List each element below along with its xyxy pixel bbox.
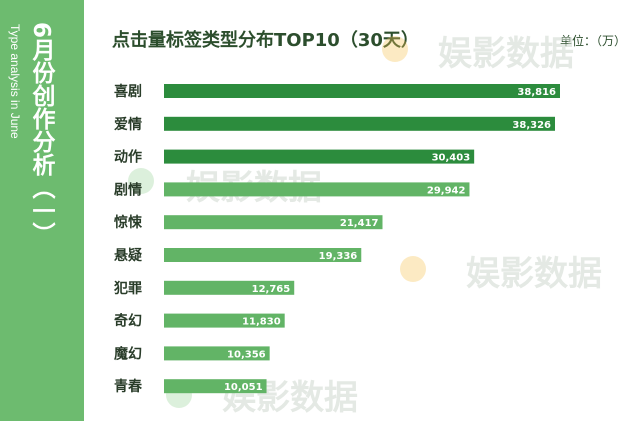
category-label: 青春	[114, 378, 143, 395]
category-label: 惊悚	[113, 214, 143, 231]
value-label: 21,417	[340, 218, 379, 229]
category-label: 犯罪	[113, 280, 142, 297]
bar	[164, 346, 270, 361]
bar	[164, 280, 295, 295]
bar	[164, 116, 556, 131]
sidebar: Type analysis in June 6月份创作分析（一）	[0, 0, 84, 421]
category-label: 悬疑	[113, 248, 142, 264]
unit-label: 单位：（万）	[559, 34, 626, 48]
value-label: 38,816	[517, 87, 556, 98]
value-label: 19,336	[319, 251, 358, 262]
chart-title: 点击量标签类型分布TOP10（30天）	[112, 30, 419, 51]
bar	[164, 248, 362, 262]
category-label: 剧情	[114, 181, 142, 198]
sidebar-title-en: Type analysis in June	[8, 24, 22, 139]
category-label: 动作	[114, 149, 142, 166]
sidebar-title-cn: 6月份创作分析（一）	[28, 22, 54, 246]
value-label: 11,830	[242, 317, 281, 328]
category-label: 爱情	[114, 116, 142, 133]
value-label: 30,403	[432, 153, 471, 164]
category-label: 魔幻	[114, 345, 142, 362]
bar	[164, 182, 470, 197]
bar	[164, 215, 383, 230]
bar	[164, 149, 475, 164]
value-label: 10,051	[224, 382, 263, 393]
bar	[164, 379, 267, 394]
category-label: 奇幻	[114, 313, 142, 330]
bar	[164, 84, 560, 98]
value-label: 12,765	[252, 284, 291, 295]
bar	[164, 313, 285, 328]
category-label: 喜剧	[114, 83, 142, 100]
value-label: 29,942	[427, 185, 466, 196]
value-label: 10,356	[227, 349, 266, 360]
value-label: 38,326	[512, 120, 551, 131]
